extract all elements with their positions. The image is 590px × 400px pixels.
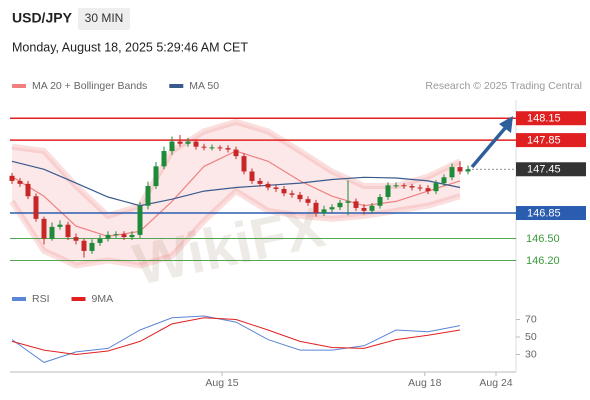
level-label: 147.45 [527,164,561,176]
candle-body [233,149,239,157]
candle-body [89,242,95,251]
credit: Research © 2025 Trading Central [425,80,582,92]
level-label: 147.85 [527,135,561,147]
candle-body [41,218,47,239]
candle-body [113,234,119,236]
candle-body [409,186,415,188]
legend-swatch [169,84,184,88]
candle-body [17,180,23,184]
candle-body [361,207,367,211]
level-box [516,162,586,177]
bollinger-fill [12,121,460,266]
timeframe: 30 MIN [85,11,124,25]
candle-body [193,141,199,147]
legend-swatch [71,297,86,301]
legend-swatch [12,84,26,88]
legend-label: 9MA [92,293,114,305]
candle-body [201,146,207,148]
bollinger-upper [11,118,462,220]
candle-body [177,141,183,144]
candle-body [153,166,159,187]
candle-body [73,237,79,241]
candle-body [441,177,447,184]
candle-body [305,199,311,203]
candle-body [209,147,215,149]
y-tick-label: 50 [525,331,537,343]
candle-body [281,188,287,194]
candle-body [265,183,271,188]
arrow-head [499,116,513,133]
x-tick-label: Aug 24 [479,377,512,389]
level-box [516,111,586,126]
candle-body [377,196,383,206]
candle-body [57,224,63,227]
candle-body [369,205,375,211]
y-tick-label: 70 [525,313,537,325]
candle-body [353,201,359,208]
candle-body [49,226,55,239]
candle-body [81,240,87,251]
candle-body [457,167,463,172]
candle-body [273,187,279,189]
candle-body [321,209,327,214]
level-label: 146.20 [526,255,560,267]
timestamp: Monday, August 18, 2025 5:29:46 AM CET [12,40,248,54]
timeframe-box [78,8,130,30]
candle-body [169,141,175,152]
candle-body [257,180,263,184]
candle-body [241,156,247,172]
candle-body [249,171,255,181]
candle-body [137,205,143,235]
plot-layer: 148.15 147.85 147.45 146.85 146.50 146.20 MA 2… [9,80,586,389]
candle-body [313,202,319,214]
candle-body [401,185,407,187]
level-label: 148.15 [527,113,561,125]
candle-body [105,234,111,239]
legend-label: MA 20 + Bollinger Bands [32,80,147,92]
candle-body [217,147,223,149]
legend-label: MA 50 [189,80,219,92]
candle-body [345,201,351,203]
candle-body [129,234,135,238]
candle-body [417,187,423,189]
candle-body [33,196,39,219]
candle-body [185,141,191,144]
level-label: 146.85 [527,207,561,219]
candle-body [225,148,231,150]
y-tick-label: 30 [525,348,537,360]
forecast-arrow [470,125,508,169]
candle-body [25,183,31,197]
x-tick-label: Aug 15 [205,377,238,389]
candle-body [465,169,471,172]
candle-body [329,207,335,210]
candle-body [65,224,71,238]
candle-body [425,188,431,192]
candle-body [393,185,399,187]
level-label: 146.50 [526,233,560,245]
symbol: USD/JPY [12,10,73,26]
candle-body [9,175,15,181]
legend-swatch [12,297,26,301]
rsi-line [11,315,461,363]
candle-body [433,183,439,192]
candle-body [297,194,303,200]
candle-body [121,234,127,238]
candle-body [337,202,343,208]
ma-line [11,160,461,207]
candle-body [449,167,455,178]
candle-body [145,186,151,206]
level-box [516,206,586,221]
candle-body [385,185,391,197]
candle-body [97,238,103,243]
candle-body [289,193,295,195]
candle-body [161,151,167,167]
rsi-line [11,317,461,356]
x-tick-label: Aug 18 [408,377,441,389]
level-box [516,133,586,148]
legend-label: RSI [32,293,50,305]
